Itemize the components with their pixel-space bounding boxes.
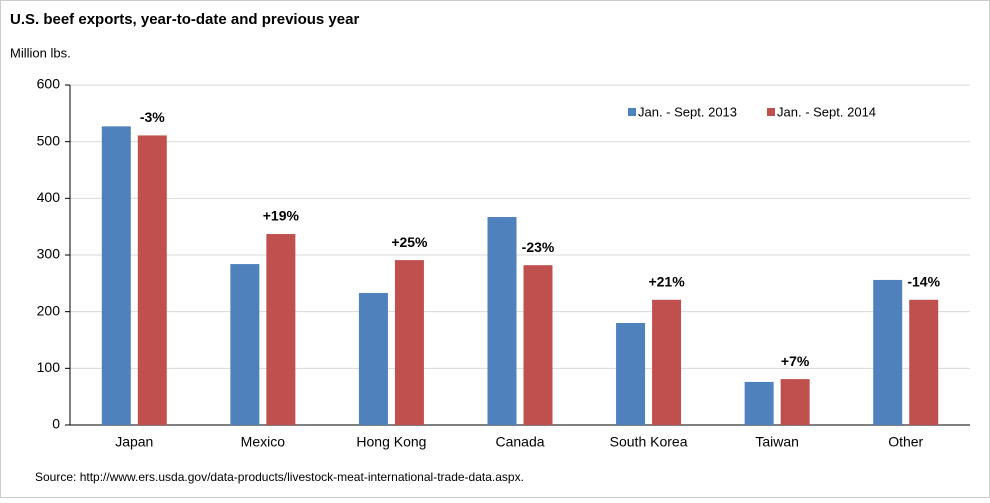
legend-swatch (628, 108, 636, 116)
bar (137, 135, 167, 425)
bar (266, 234, 296, 425)
bar (394, 260, 424, 425)
y-tick-label: 600 (37, 76, 61, 92)
x-tick-label: Mexico (241, 434, 286, 450)
chart-title: U.S. beef exports, year-to-date and prev… (10, 11, 359, 28)
change-label: -23% (522, 239, 555, 255)
change-label: +25% (391, 234, 428, 250)
bar (358, 292, 388, 425)
bar (780, 379, 810, 425)
bar (487, 217, 517, 425)
y-axis-unit: Million lbs. (10, 45, 71, 60)
y-tick-label: 400 (37, 189, 61, 205)
x-tick-label: Hong Kong (356, 434, 426, 450)
change-label: +7% (781, 353, 810, 369)
legend-swatch (767, 108, 776, 116)
bar (909, 299, 939, 425)
bar (744, 381, 774, 425)
change-label: -14% (907, 273, 940, 289)
x-tick-label: Taiwan (755, 434, 799, 450)
bar (523, 265, 553, 425)
x-tick-label: Japan (115, 434, 153, 450)
y-tick-label: 300 (37, 246, 61, 262)
change-label: -3% (140, 109, 165, 125)
bar (873, 279, 903, 425)
x-tick-label: Canada (495, 434, 544, 450)
source: Source: http://www.ers.usda.gov/data-pro… (35, 470, 524, 484)
y-tick-label: 500 (37, 132, 61, 148)
y-tick-label: 200 (37, 302, 61, 318)
change-label: +21% (648, 273, 685, 289)
bar (652, 299, 682, 425)
x-tick-label: South Korea (610, 434, 688, 450)
bar (230, 264, 260, 425)
x-tick-label: Other (888, 434, 923, 450)
change-label: +19% (263, 208, 300, 224)
legend-label: Jan. - Sept. 2013 (638, 104, 737, 119)
y-tick-label: 0 (52, 416, 60, 432)
y-tick-label: 100 (37, 359, 61, 375)
bar (101, 126, 131, 425)
legend-label: Jan. - Sept. 2014 (777, 104, 876, 119)
bar (616, 323, 646, 425)
